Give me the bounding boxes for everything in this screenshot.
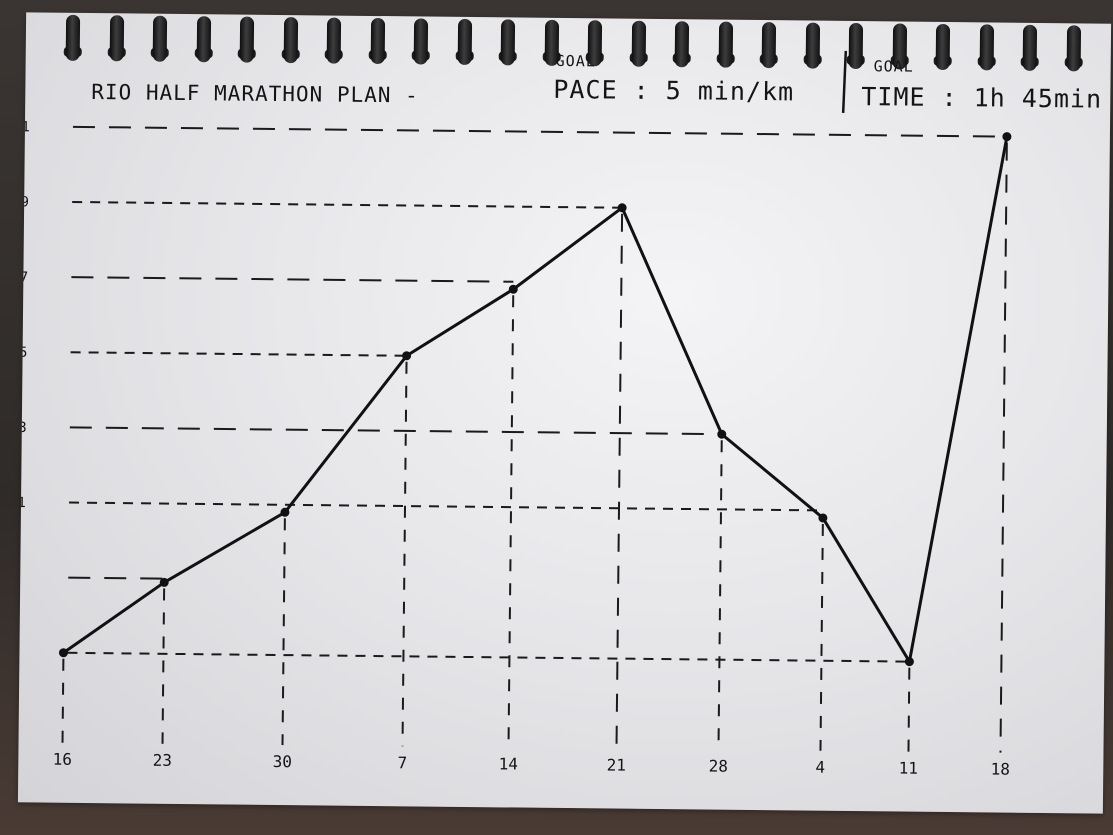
y-tick-label: 17 (18, 269, 28, 285)
vertical-guide-line (507, 295, 515, 748)
horizontal-guide-line (72, 200, 623, 209)
x-tick-label: 30 (273, 752, 292, 771)
vertical-guide-line (999, 142, 1008, 753)
y-tick-label: 13 (18, 420, 27, 436)
chart-header: RIO HALF MARATHON PLAN - GOAL PACE : 5 m… (91, 50, 1102, 114)
data-point (904, 657, 914, 667)
y-tick-label: 21 (18, 119, 30, 135)
x-tick-label: 7 (397, 753, 407, 772)
x-tick-label: 28 (709, 757, 728, 776)
x-tick-label: 16 (53, 750, 72, 769)
vertical-guide-line (819, 523, 824, 751)
x-tick-label: 11 (899, 759, 918, 778)
series-line-group (62, 136, 1009, 664)
data-point (58, 648, 68, 658)
vertical-guide-line (907, 667, 911, 752)
data-point (159, 577, 169, 587)
vertical-guide-line (401, 361, 408, 747)
data-point (280, 507, 290, 517)
vertical-guide-line (281, 518, 286, 746)
vertical-guide-line (615, 213, 624, 749)
data-point (717, 429, 727, 439)
horizontal-guide-line (67, 651, 910, 663)
y-tick-label: 15 (18, 345, 28, 361)
notebook-page: RIO HALF MARATHON PLAN - GOAL PACE : 5 m… (17, 12, 1112, 814)
horizontal-guide-line (68, 576, 165, 580)
y-axis-ticks: 79111315171921 (18, 119, 30, 511)
data-point (508, 284, 518, 294)
pace-goal-label: GOAL (556, 52, 596, 70)
data-point (402, 351, 412, 361)
x-tick-label: 23 (153, 751, 172, 770)
time-goal-label: GOAL (874, 57, 914, 75)
line-chart: RIO HALF MARATHON PLAN - GOAL PACE : 5 m… (18, 50, 1102, 779)
x-tick-label: 21 (607, 755, 626, 774)
chart-title: RIO HALF MARATHON PLAN - (91, 80, 419, 107)
y-tick-label: 19 (18, 194, 29, 210)
vertical-guide-line (61, 658, 65, 743)
horizontal-guide-line (72, 125, 1007, 138)
guide-lines (61, 125, 1008, 753)
data-point (818, 513, 828, 523)
series-line (62, 136, 1009, 664)
horizontal-guide-line (70, 351, 407, 357)
time-goal-value: TIME : 1h 45min (861, 82, 1102, 114)
horizontal-guide-line (71, 276, 514, 283)
vertical-guide-line (161, 588, 166, 744)
x-tick-label: 18 (991, 759, 1010, 778)
data-points (58, 132, 1012, 667)
header-divider (841, 50, 848, 113)
x-tick-label: 14 (499, 754, 518, 773)
x-axis-ticks: 16 23 30 7 14 21 28 4 11 18 (53, 750, 1010, 779)
x-tick-label: 4 (815, 758, 825, 777)
data-point (1002, 132, 1012, 142)
y-tick-label: 11 (18, 495, 26, 511)
horizontal-guide-line (69, 501, 824, 512)
vertical-guide-line (717, 440, 723, 750)
pace-goal-value: PACE : 5 min/km (553, 75, 794, 107)
horizontal-guide-line (69, 426, 722, 436)
data-point (617, 203, 627, 213)
